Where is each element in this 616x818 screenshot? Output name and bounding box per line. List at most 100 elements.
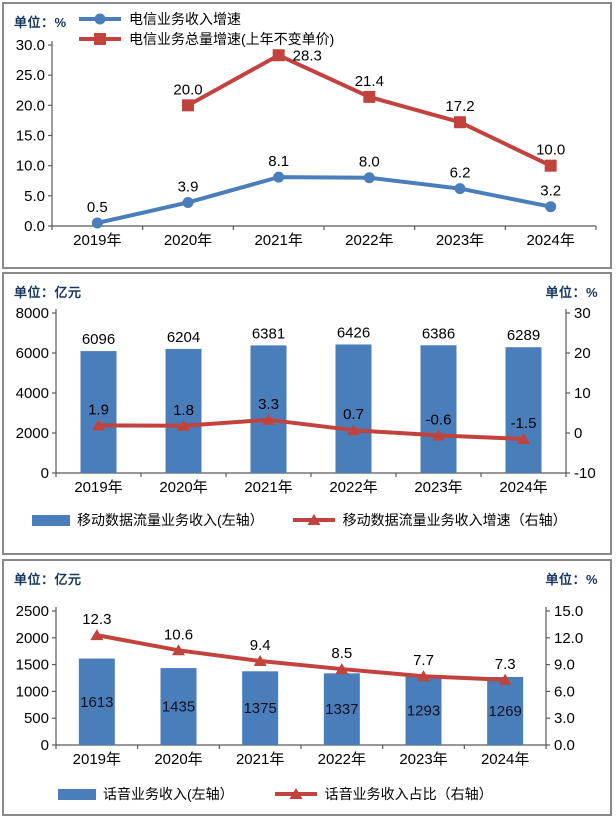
panel-voice-revenue-chart: 单位：亿元 单位：% 0 500 1000 1500 2000 2500 0.0 3.0 6.0… bbox=[2, 559, 612, 816]
svg-text:8.5: 8.5 bbox=[331, 645, 352, 662]
svg-text:6.0: 6.0 bbox=[554, 683, 575, 700]
svg-text:1435: 1435 bbox=[162, 699, 195, 716]
x-axis-labels: 2019年 2020年 2021年 2022年 2023年 2024年 bbox=[73, 751, 530, 768]
svg-text:1000: 1000 bbox=[16, 683, 49, 700]
svg-text:15.0: 15.0 bbox=[554, 603, 583, 620]
circle-marker bbox=[273, 171, 285, 183]
svg-text:4000: 4000 bbox=[16, 385, 49, 402]
legend-mobile-data-revenue: 移动数据流量业务收入(左轴） 移动数据流量业务收入增速（右轴） bbox=[32, 510, 567, 530]
svg-text:21.4: 21.4 bbox=[355, 73, 384, 90]
bar bbox=[323, 673, 360, 745]
svg-text:10.6: 10.6 bbox=[164, 626, 193, 643]
bar bbox=[405, 675, 442, 745]
svg-text:1269: 1269 bbox=[488, 703, 521, 720]
unit-label-yuan: 单位：亿元 bbox=[14, 572, 82, 587]
series-line bbox=[96, 175, 552, 225]
line-series bbox=[90, 629, 512, 685]
triangle-marker bbox=[335, 663, 349, 675]
bar-labels: 1613 1435 1375 1337 1293 1269 bbox=[80, 694, 522, 720]
circle-marker bbox=[545, 201, 557, 213]
axis-tick-labels: 0 500 1000 1500 2000 2500 0.0 3.0 6.0 9.0 12.0 15.0 bbox=[16, 603, 584, 754]
triangle-marker bbox=[498, 673, 512, 685]
axes bbox=[48, 41, 597, 230]
telecom-growth-line-chart: 0.0 5.0 10.0 15.0 20.0 25.0 30.0 2019年 2020年 2021… bbox=[16, 37, 597, 249]
svg-text:2019年: 2019年 bbox=[73, 751, 121, 768]
svg-text:1337: 1337 bbox=[325, 701, 358, 718]
svg-text:20.0: 20.0 bbox=[16, 97, 45, 114]
svg-text:1613: 1613 bbox=[80, 694, 113, 711]
triangle-marker bbox=[347, 424, 360, 436]
svg-text:6.2: 6.2 bbox=[450, 165, 471, 182]
bar bbox=[242, 671, 279, 745]
bar bbox=[487, 676, 524, 745]
axes bbox=[52, 309, 570, 477]
triangle-marker bbox=[92, 419, 105, 431]
line-series bbox=[92, 413, 530, 444]
panel-mobile-data-revenue-chart: 单位：亿元 单位：% 0 2000 4000 6000 8000 -10 0 10 20 30 20… bbox=[2, 272, 612, 555]
unit-label-percent: 单位：% bbox=[545, 285, 598, 300]
circle-marker bbox=[363, 172, 375, 184]
unit-label-yuan: 单位：亿元 bbox=[14, 285, 82, 300]
triangle-marker bbox=[177, 419, 190, 431]
unit-label-percent: 单位：% bbox=[545, 572, 598, 587]
svg-text:6386: 6386 bbox=[422, 325, 455, 342]
svg-text:2023年: 2023年 bbox=[399, 751, 447, 768]
svg-text:6289: 6289 bbox=[507, 327, 540, 344]
legend-label: 电信业务总量增速(上年不变单价) bbox=[129, 31, 335, 47]
bar bbox=[335, 344, 372, 473]
svg-text:30.0: 30.0 bbox=[16, 37, 45, 54]
svg-text:2024年: 2024年 bbox=[526, 232, 574, 249]
square-marker bbox=[454, 116, 466, 129]
square-marker bbox=[182, 99, 194, 112]
svg-text:500: 500 bbox=[24, 710, 49, 727]
legend-telecom-growth: 电信业务收入增速 电信业务总量增速(上年不变单价) bbox=[78, 9, 334, 49]
svg-text:0.5: 0.5 bbox=[87, 199, 108, 216]
svg-text:20: 20 bbox=[574, 345, 591, 362]
svg-text:8.0: 8.0 bbox=[359, 154, 380, 171]
svg-text:15.0: 15.0 bbox=[16, 128, 45, 145]
svg-text:2020年: 2020年 bbox=[154, 751, 202, 768]
x-axis-labels: 2019年 2020年 2021年 2022年 2023年 2024年 bbox=[73, 232, 575, 249]
svg-text:2000: 2000 bbox=[16, 425, 49, 442]
square-marker bbox=[544, 159, 557, 172]
legend-label: 移动数据流量业务收入(左轴） bbox=[77, 512, 264, 528]
bar bbox=[80, 351, 117, 473]
x-axis-labels: 2019年 2020年 2021年 2022年 2023年 2024年 bbox=[74, 479, 547, 496]
svg-text:9.0: 9.0 bbox=[554, 657, 575, 674]
bar bbox=[250, 345, 287, 473]
circle-marker bbox=[94, 13, 106, 25]
svg-text:10: 10 bbox=[574, 385, 591, 402]
bar bbox=[78, 658, 115, 745]
svg-text:6426: 6426 bbox=[337, 324, 370, 341]
svg-text:0: 0 bbox=[41, 737, 49, 754]
svg-text:6204: 6204 bbox=[167, 329, 200, 346]
triangle-marker bbox=[517, 433, 530, 444]
svg-text:3.9: 3.9 bbox=[178, 178, 199, 195]
legend-label: 话音业务收入(左轴） bbox=[103, 786, 234, 802]
unit-label-percent: 单位：% bbox=[14, 15, 67, 30]
svg-text:2500: 2500 bbox=[16, 603, 49, 620]
svg-text:6000: 6000 bbox=[16, 345, 49, 362]
svg-text:2021年: 2021年 bbox=[236, 751, 284, 768]
svg-text:28.3: 28.3 bbox=[293, 47, 322, 64]
svg-text:2022年: 2022年 bbox=[329, 479, 377, 496]
legend-item: 移动数据流量业务收入增速（右轴） bbox=[292, 510, 567, 530]
svg-text:30: 30 bbox=[574, 305, 591, 322]
svg-text:2000: 2000 bbox=[16, 630, 49, 647]
line-data-labels: 0.5 3.9 8.1 8.0 6.2 3.2 bbox=[87, 153, 561, 216]
svg-text:0.7: 0.7 bbox=[343, 406, 364, 423]
svg-text:2021年: 2021年 bbox=[254, 232, 302, 249]
legend-item: 话音业务收入占比（右轴） bbox=[274, 784, 493, 804]
svg-text:1500: 1500 bbox=[16, 657, 49, 674]
mobile-data-revenue-bar-line-chart: 0 2000 4000 6000 8000 -10 0 10 20 30 2019年 2020年 202… bbox=[16, 305, 596, 496]
svg-text:10.0: 10.0 bbox=[536, 142, 565, 159]
svg-text:2024年: 2024年 bbox=[499, 479, 547, 496]
svg-text:17.2: 17.2 bbox=[445, 98, 474, 115]
svg-text:-0.6: -0.6 bbox=[426, 411, 452, 428]
bar bbox=[505, 347, 542, 473]
svg-text:5.0: 5.0 bbox=[24, 188, 45, 205]
legend-bar-swatch bbox=[32, 514, 70, 526]
bar bbox=[160, 668, 197, 745]
series-line bbox=[98, 417, 524, 441]
